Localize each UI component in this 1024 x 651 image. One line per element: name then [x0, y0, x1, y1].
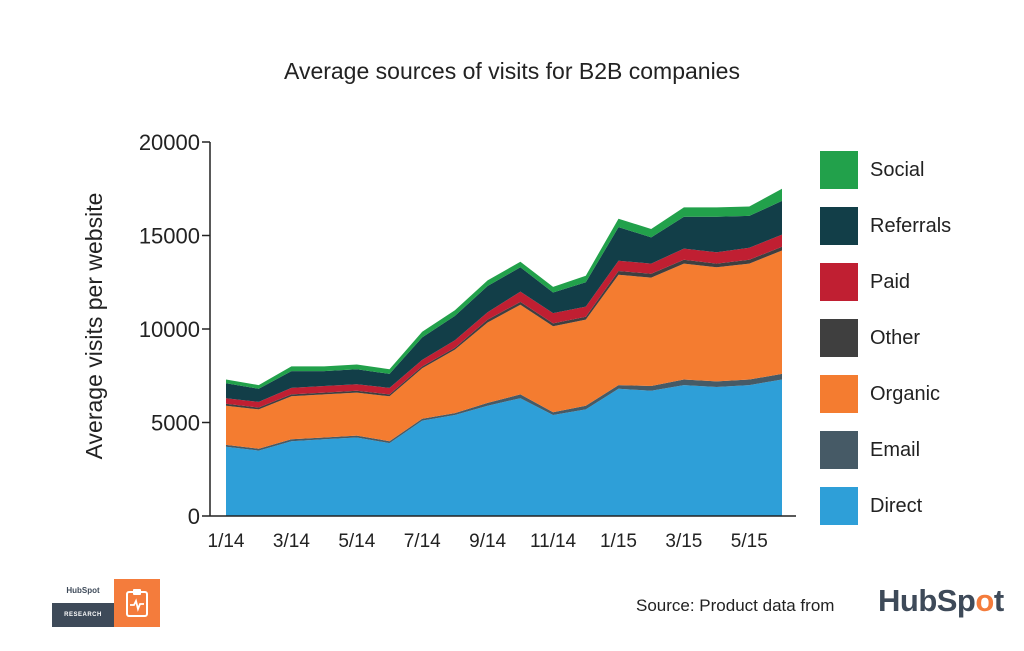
logo-text-right: t [993, 583, 1004, 618]
legend-item-paid: Paid [820, 254, 951, 310]
x-tick-label: 9/14 [469, 531, 506, 552]
x-tick-label: 5/14 [338, 531, 375, 552]
logo-sprocket-o: o [975, 583, 994, 618]
legend-item-social: Social [820, 142, 951, 198]
y-tick-label: 5000 [151, 411, 200, 436]
y-tick-label: 20000 [139, 130, 200, 155]
x-tick-label: 3/14 [273, 531, 310, 552]
legend-swatch [820, 263, 858, 301]
legend-swatch [820, 319, 858, 357]
legend-swatch [820, 375, 858, 413]
chart-legend: Social Referrals Paid Other Organic Email Dire… [820, 142, 951, 534]
legend-item-organic: Organic [820, 366, 951, 422]
x-tick-label: 11/14 [530, 531, 577, 552]
legend-item-direct: Direct [820, 478, 951, 534]
x-tick-label: 1/14 [208, 531, 245, 552]
legend-swatch [820, 207, 858, 245]
legend-item-email: Email [820, 422, 951, 478]
y-tick-label: 0 [188, 504, 200, 529]
area-series-paid [226, 234, 782, 408]
legend-label: Email [870, 438, 921, 461]
legend-swatch [820, 151, 858, 189]
area-series-group [226, 188, 782, 516]
legend-label: Other [870, 326, 921, 349]
hubspot-research-badge: HubSpot RESEARCH [52, 579, 160, 627]
legend-swatch [820, 487, 858, 525]
logo-text-left: HubSp [878, 583, 976, 618]
legend-item-referrals: Referrals [820, 198, 951, 254]
clipboard-icon [114, 579, 160, 627]
legend-label: Social [870, 158, 925, 181]
x-tick-label: 1/15 [600, 531, 637, 552]
area-series-social [226, 188, 782, 389]
legend-label: Organic [870, 382, 941, 405]
x-tick-label: 5/15 [731, 531, 768, 552]
chart-title: Average sources of visits for B2B compan… [284, 58, 740, 84]
badge-research-text: RESEARCH [52, 603, 114, 627]
x-tick-label: 3/15 [665, 531, 702, 552]
legend-item-other: Other [820, 310, 951, 366]
axes-group: 0 5000 10000 15000 20000 1/14 3/14 5/14 7/14 9/14… [139, 130, 796, 552]
y-tick-label: 15000 [139, 224, 200, 249]
legend-label: Paid [870, 270, 911, 293]
legend-swatch [820, 431, 858, 469]
x-tick-label: 7/14 [404, 531, 441, 552]
area-series-organic [226, 250, 782, 449]
area-series-other [226, 246, 782, 410]
source-note: Source: Product data from [636, 596, 835, 615]
area-series-email [226, 373, 782, 451]
legend-label: Referrals [870, 214, 952, 237]
badge-brand-text: HubSpot [52, 579, 114, 603]
y-tick-label: 10000 [139, 317, 200, 342]
area-series-direct [226, 379, 782, 516]
hubspot-logo: HubSpot [878, 583, 1004, 619]
legend-label: Direct [870, 494, 923, 517]
y-axis-label: Average visits per website [81, 193, 107, 460]
area-series-referrals [226, 200, 782, 402]
